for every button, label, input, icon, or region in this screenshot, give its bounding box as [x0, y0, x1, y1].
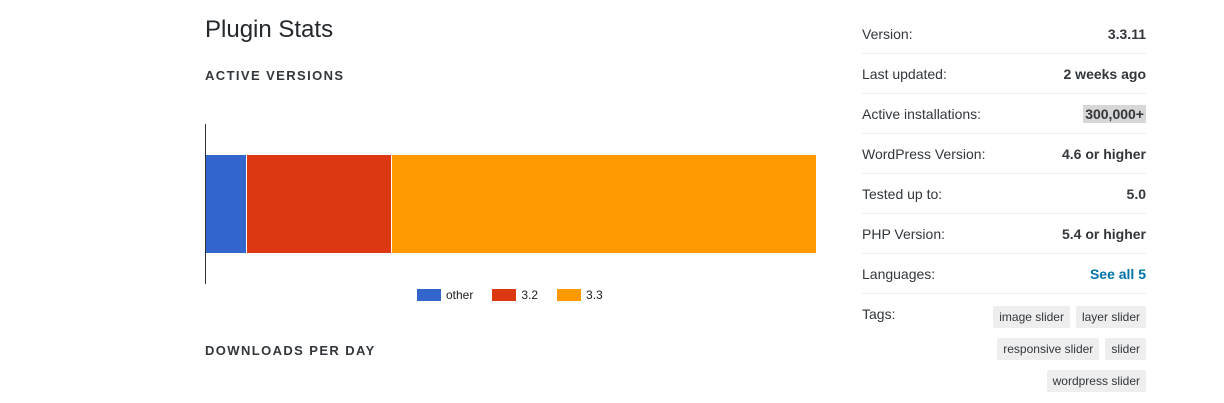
active-versions-chart — [205, 124, 816, 284]
tested-up-to-label: Tested up to: — [862, 186, 942, 202]
bar-segment-other — [206, 155, 246, 253]
tag-wordpress-slider[interactable]: wordpress slider — [1047, 370, 1146, 392]
tag-list: image slider layer slider responsive slide… — [986, 306, 1146, 392]
bar-segment-3-3 — [391, 155, 816, 253]
active-installations-label: Active installations: — [862, 106, 981, 122]
active-installations-value: 300,000+ — [1083, 105, 1146, 123]
legend-swatch — [492, 289, 516, 301]
languages-label: Languages: — [862, 266, 935, 282]
bar-segment-3-2 — [246, 155, 391, 253]
page-title: Plugin Stats — [205, 16, 333, 44]
see-all-languages-link[interactable]: See all 5 — [1090, 266, 1146, 282]
legend-label: 3.2 — [521, 288, 538, 302]
legend-item-other: other — [417, 288, 473, 302]
meta-tested-row: Tested up to: 5.0 — [862, 174, 1146, 214]
plugin-meta: Version: 3.3.11 Last updated: 2 weeks ag… — [862, 14, 1146, 392]
legend-label: other — [446, 288, 473, 302]
wordpress-version-label: WordPress Version: — [862, 146, 985, 162]
meta-wp-row: WordPress Version: 4.6 or higher — [862, 134, 1146, 174]
tag-layer-slider[interactable]: layer slider — [1076, 306, 1146, 328]
stacked-bar — [206, 155, 816, 253]
legend-swatch — [557, 289, 581, 301]
tag-responsive-slider[interactable]: responsive slider — [997, 338, 1099, 360]
meta-version-row: Version: 3.3.11 — [862, 14, 1146, 54]
chart-legend: other 3.2 3.3 — [417, 288, 622, 302]
downloads-per-day-heading: DOWNLOADS PER DAY — [205, 343, 376, 358]
php-version-label: PHP Version: — [862, 226, 945, 242]
tag-slider[interactable]: slider — [1105, 338, 1146, 360]
version-label: Version: — [862, 26, 913, 42]
tested-up-to-value: 5.0 — [1127, 186, 1146, 202]
last-updated-label: Last updated: — [862, 66, 947, 82]
meta-installs-row: Active installations: 300,000+ — [862, 94, 1146, 134]
legend-item-3-3: 3.3 — [557, 288, 603, 302]
tag-image-slider[interactable]: image slider — [993, 306, 1070, 328]
meta-php-row: PHP Version: 5.4 or higher — [862, 214, 1146, 254]
meta-languages-row: Languages: See all 5 — [862, 254, 1146, 294]
legend-item-3-2: 3.2 — [492, 288, 538, 302]
wordpress-version-value: 4.6 or higher — [1062, 146, 1146, 162]
active-versions-heading: ACTIVE VERSIONS — [205, 68, 344, 83]
meta-updated-row: Last updated: 2 weeks ago — [862, 54, 1146, 94]
legend-swatch — [417, 289, 441, 301]
tags-label: Tags: — [862, 306, 895, 392]
meta-tags-row: Tags: image slider layer slider responsive… — [862, 294, 1146, 392]
php-version-value: 5.4 or higher — [1062, 226, 1146, 242]
legend-label: 3.3 — [586, 288, 603, 302]
last-updated-value: 2 weeks ago — [1064, 66, 1147, 82]
version-value: 3.3.11 — [1108, 26, 1146, 42]
